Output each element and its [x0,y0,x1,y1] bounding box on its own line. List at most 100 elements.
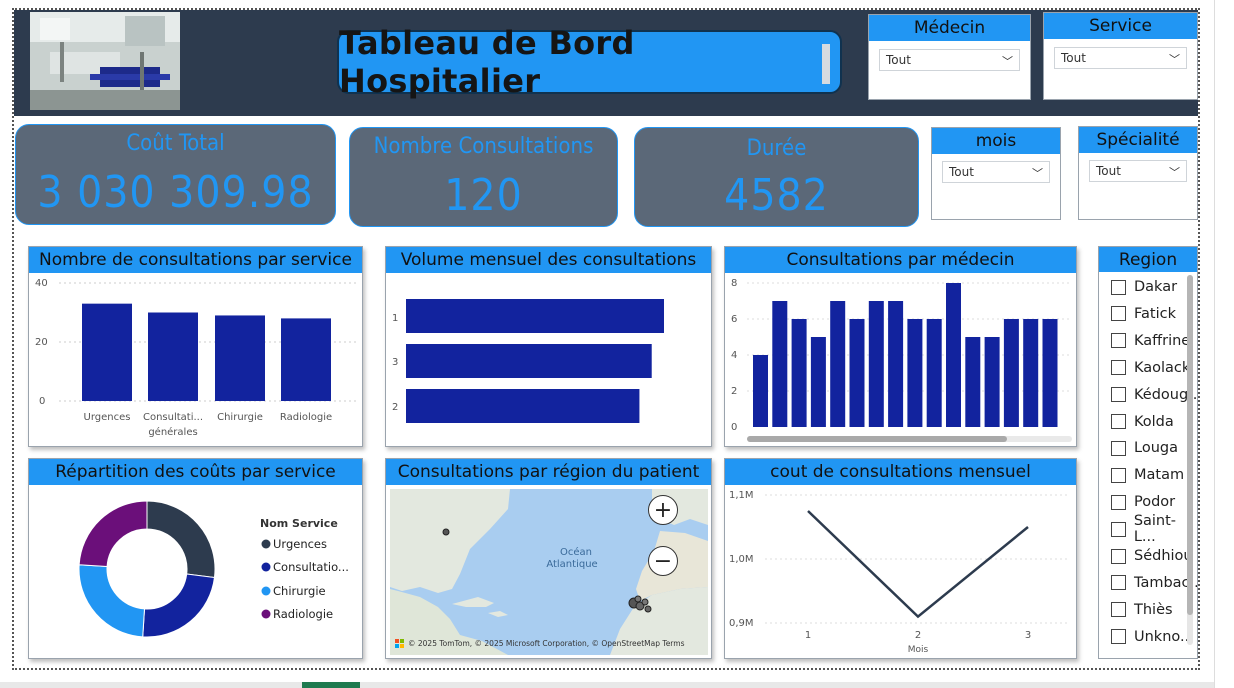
chart-volume-mensuel[interactable]: Volume mensuel des consultations 1 3 2 [385,246,712,447]
bar[interactable] [849,319,865,427]
bar[interactable] [1023,319,1039,427]
bar[interactable] [772,301,788,427]
map-point[interactable] [644,605,652,613]
zoom-out-button[interactable]: − [648,546,678,576]
legend-item: Chirurgie [273,584,326,598]
region-item[interactable]: Kolda [1111,412,1174,432]
y-tick: 8 [731,278,737,289]
bar[interactable] [406,344,652,378]
donut-slice[interactable] [78,500,148,568]
donut-slice[interactable] [78,564,146,638]
chart-consultations-par-service[interactable]: Nombre de consultations par service 40 2… [28,246,363,447]
region-item[interactable]: Kaolack [1111,358,1190,378]
checkbox[interactable] [1111,494,1126,510]
chart-title: Répartition des coûts par service [29,459,362,485]
chart-cout-mensuel[interactable]: cout de consultations mensuel 1,1M 1,0M … [724,458,1077,659]
checkbox[interactable] [1111,306,1126,322]
checkbox[interactable] [1111,575,1126,591]
region-item[interactable]: Dakar [1111,277,1177,297]
line-series[interactable] [807,510,1029,619]
checkbox[interactable] [1111,333,1126,349]
region-item-label: Kolda [1134,413,1174,430]
region-item[interactable]: Matam [1111,465,1184,485]
bar[interactable] [406,389,640,423]
specialite-dropdown[interactable]: Tout ﹀ [1089,160,1187,182]
region-item[interactable]: Sédhiou [1111,546,1193,566]
bar[interactable] [926,319,942,427]
map-point[interactable] [635,601,645,611]
checkbox[interactable] [1111,521,1126,537]
donut-slice[interactable] [142,573,216,638]
region-item[interactable]: Kaffrine [1111,331,1190,351]
region-item[interactable]: Podor [1111,492,1175,512]
x-tick: Consultati... [143,412,203,423]
bar[interactable] [148,312,198,402]
checkbox[interactable] [1111,360,1126,376]
zoom-in-button[interactable]: + [648,495,678,525]
mois-slicer[interactable]: mois Tout ﹀ [931,127,1061,220]
checkbox[interactable] [1111,387,1126,403]
checkbox[interactable] [1111,602,1126,618]
x-tick: Radiologie [280,412,332,423]
bar[interactable] [888,301,904,427]
x-axis-label: Mois [908,645,929,655]
region-item[interactable]: Louga [1111,438,1178,458]
region-item[interactable]: Tambac... [1111,573,1198,593]
chart-repartition-couts[interactable]: Répartition des coûts par service Nom Se… [28,458,363,659]
mois-dropdown[interactable]: Tout ﹀ [942,161,1050,183]
checkbox[interactable] [1111,414,1126,429]
chart-title: Consultations par médecin [725,247,1076,273]
checkbox[interactable] [1111,548,1126,564]
map-point[interactable] [634,595,642,603]
donut-slice[interactable] [146,500,216,579]
bar[interactable] [946,283,961,427]
region-item-label: Tambac... [1134,574,1198,591]
bar[interactable] [281,318,331,401]
bar[interactable] [810,337,826,427]
bar[interactable] [82,303,132,401]
bar[interactable] [406,299,664,333]
medecin-slicer[interactable]: Médecin Tout ﹀ [868,14,1031,100]
bar[interactable] [830,301,846,427]
region-item[interactable]: Saint-L... [1111,513,1197,545]
map-point[interactable] [442,528,450,536]
region-slicer-label: Region [1099,247,1197,272]
legend-marker [261,562,271,572]
bar[interactable] [965,337,981,427]
bar[interactable] [984,337,1000,427]
bar[interactable] [1042,319,1058,427]
checkbox[interactable] [1111,279,1126,295]
region-item-label: Fatick [1134,305,1176,322]
checkbox[interactable] [1111,467,1126,483]
bar[interactable] [791,319,807,427]
chart-consultations-par-medecin[interactable]: Consultations par médecin 8 6 4 2 0 [724,246,1077,447]
specialite-slicer[interactable]: Spécialité Tout ﹀ [1078,126,1198,220]
bar[interactable] [868,301,884,427]
bar[interactable] [907,319,923,427]
checkbox[interactable] [1111,629,1126,645]
bar[interactable] [753,355,768,427]
service-dropdown[interactable]: Tout ﹀ [1054,47,1187,69]
dashboard-title-box: Tableau de Bord Hospitalier [337,24,842,100]
bar[interactable] [215,315,265,401]
map-credits[interactable]: © 2025 TomTom, © 2025 Microsoft Corporat… [408,639,685,648]
region-scrollbar[interactable] [1187,275,1193,645]
service-slicer-label: Service [1044,13,1197,39]
map-consultations-par-region[interactable]: Consultations par région du patient Océa… [385,458,712,659]
region-item[interactable]: Thiès [1111,600,1173,620]
x-tick: Chirurgie [217,412,263,423]
map-point[interactable] [641,598,649,606]
y-tick: 1,1M [729,490,754,501]
active-page-tab[interactable] [302,682,360,688]
region-item[interactable]: Unkno... [1111,627,1194,647]
map-canvas[interactable]: Océan Atlantique © 2025 TomTom, © 2025 M… [390,489,708,655]
region-scrollbar-thumb[interactable] [1187,275,1193,615]
region-item[interactable]: Fatick [1111,304,1176,324]
region-item[interactable]: Kédoug... [1111,385,1197,405]
medecin-dropdown[interactable]: Tout ﹀ [879,49,1020,71]
horizontal-scrollbar-thumb[interactable] [747,436,1007,442]
region-slicer[interactable]: Region Dakar Fatick Kaffrine Kaolack Kédoug.… [1098,246,1198,659]
service-slicer[interactable]: Service Tout ﹀ [1043,12,1198,100]
bar[interactable] [1003,319,1019,427]
checkbox[interactable] [1111,440,1126,456]
